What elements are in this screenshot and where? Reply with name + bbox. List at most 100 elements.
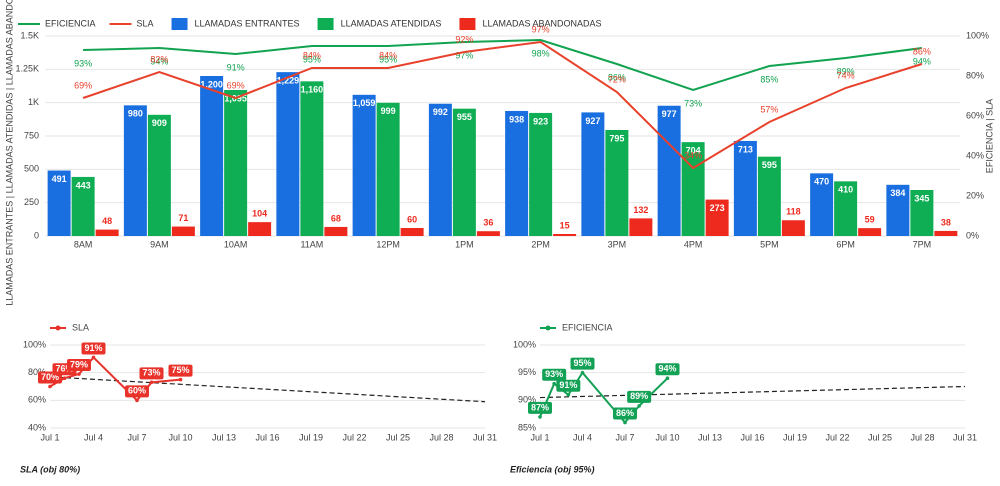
legend-label: LLAMADAS ATENDIDAS xyxy=(341,18,442,28)
point-value-label: 94% xyxy=(658,364,676,374)
label-box xyxy=(125,385,149,398)
bar xyxy=(834,181,858,236)
bar-value-label: 15 xyxy=(560,220,570,230)
y2-tick-label: 0% xyxy=(966,230,979,240)
point-value-label: 76% xyxy=(55,364,73,374)
legend-label: EFICIENCIA xyxy=(562,322,613,332)
point-value-label: 70% xyxy=(41,372,59,382)
x-tick-label: Jul 16 xyxy=(255,432,279,442)
bar-value-label: 132 xyxy=(633,205,648,215)
line xyxy=(83,38,923,92)
bar-value-label: 68 xyxy=(331,213,341,223)
x-tick-label: Jul 25 xyxy=(386,432,410,442)
bar-value-label: 118 xyxy=(786,207,801,217)
bar xyxy=(400,228,424,236)
bar xyxy=(629,218,653,236)
y-axis-title: LLAMADAS ENTRANTES | LLAMADAS ATENDIDAS … xyxy=(4,0,14,306)
point xyxy=(77,372,81,376)
x-tick-label: 10AM xyxy=(224,239,248,249)
point xyxy=(135,398,139,403)
x-tick-label: Jul 13 xyxy=(212,432,236,442)
bar xyxy=(581,112,605,236)
x-tick-label: 6PM xyxy=(836,239,855,249)
bar xyxy=(657,105,681,236)
label-box xyxy=(528,401,552,414)
legend-swatch xyxy=(545,325,551,331)
bar-value-label: 909 xyxy=(152,118,167,128)
trendline xyxy=(539,385,966,399)
line-value-label: 69% xyxy=(74,80,92,90)
y2-tick-label: 20% xyxy=(966,190,984,200)
line-value-label: 34% xyxy=(684,150,702,160)
x-tick-label: Jul 28 xyxy=(429,432,453,442)
bar xyxy=(781,220,805,236)
x-tick-label: 11AM xyxy=(300,239,323,249)
bar xyxy=(886,184,910,236)
bar-value-label: 71 xyxy=(178,213,188,223)
point-value-label: 60% xyxy=(128,386,146,396)
y-tick-label: 500 xyxy=(24,164,39,174)
line xyxy=(82,40,923,170)
bar-value-label: 410 xyxy=(838,185,853,195)
point xyxy=(149,380,154,385)
bar-value-label: 59 xyxy=(865,215,875,225)
label-box xyxy=(556,379,581,392)
bar-value-label: 470 xyxy=(814,177,829,187)
bar xyxy=(47,170,71,236)
bar xyxy=(352,94,376,236)
x-tick-label: Jul 22 xyxy=(825,432,849,442)
point xyxy=(566,393,571,397)
point-value-label: 73% xyxy=(142,368,160,378)
point-value-label: 79% xyxy=(70,359,88,369)
bar xyxy=(934,230,958,236)
legend-label: SLA xyxy=(72,322,89,332)
x-tick-label: 4PM xyxy=(684,239,703,249)
bar xyxy=(505,110,529,236)
x-tick-label: Jul 31 xyxy=(473,432,497,442)
chart-title: SLA (obj 80%) xyxy=(20,464,80,474)
bar-value-label: 1,229 xyxy=(277,76,300,86)
x-tick-label: Jul 7 xyxy=(127,432,146,442)
point xyxy=(623,420,627,425)
legend-swatch xyxy=(55,325,61,331)
y-tick-label: 100% xyxy=(513,339,536,349)
bar-value-label: 384 xyxy=(890,188,905,198)
x-tick-label: Jul 4 xyxy=(84,432,103,442)
bar xyxy=(810,173,834,236)
point xyxy=(580,370,585,375)
bar xyxy=(553,234,577,236)
point-value-label: 87% xyxy=(531,402,549,412)
bar xyxy=(858,228,882,236)
line-value-label: 86% xyxy=(913,46,931,56)
x-tick-label: 5PM xyxy=(760,239,779,249)
line-value-label: 84% xyxy=(303,50,321,60)
bar-value-label: 795 xyxy=(609,133,624,143)
y-tick-label: 0 xyxy=(34,230,39,240)
x-tick-label: Jul 19 xyxy=(299,432,323,442)
line-value-label: 92% xyxy=(455,34,473,44)
y2-tick-label: 60% xyxy=(966,110,984,120)
bar xyxy=(452,108,476,236)
bar-value-label: 1,160 xyxy=(301,85,324,95)
x-tick-label: 12PM xyxy=(376,239,400,249)
bar-value-label: 938 xyxy=(509,114,524,124)
bar xyxy=(910,190,934,236)
line-value-label: 69% xyxy=(227,80,245,90)
line-value-label: 91% xyxy=(227,62,245,72)
bar xyxy=(71,176,95,236)
point xyxy=(538,415,542,419)
bar-value-label: 977 xyxy=(662,109,677,119)
y2-tick-label: 40% xyxy=(966,150,984,160)
legend-label: SLA xyxy=(137,18,154,28)
bar xyxy=(605,130,629,236)
y2-axis-title: EFICIENCIA | SLA xyxy=(984,99,994,173)
legend-label: LLAMADAS ABANDONADAS xyxy=(482,18,601,28)
line-value-label: 89% xyxy=(837,66,855,76)
x-tick-label: Jul 7 xyxy=(615,432,634,442)
x-tick-label: Jul 22 xyxy=(342,432,366,442)
bar-value-label: 955 xyxy=(457,112,472,122)
x-tick-label: Jul 31 xyxy=(953,432,977,442)
line-value-label: 84% xyxy=(379,50,397,60)
line-value-label: 74% xyxy=(837,70,855,80)
